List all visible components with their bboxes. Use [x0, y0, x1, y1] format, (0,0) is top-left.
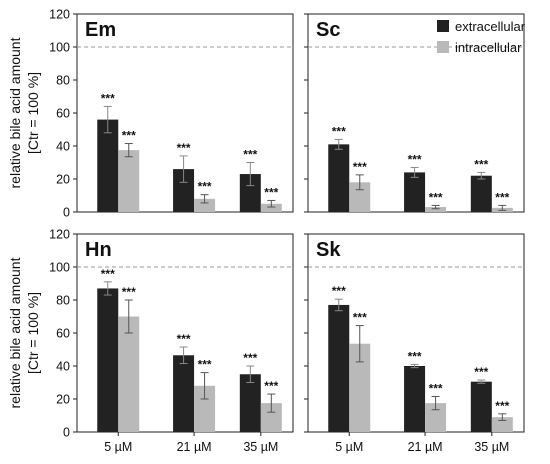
significance-marker: *** — [429, 382, 443, 396]
bar-intracellular — [118, 316, 140, 432]
bar-extracellular — [239, 174, 261, 212]
significance-marker: *** — [101, 267, 115, 281]
significance-marker: *** — [122, 129, 136, 143]
legend-swatch-extracellular — [437, 20, 449, 32]
significance-marker: *** — [429, 190, 443, 204]
bar-extracellular — [328, 144, 350, 212]
significance-marker: *** — [198, 358, 212, 372]
significance-marker: *** — [264, 379, 278, 393]
bar-intracellular — [349, 343, 371, 432]
panel-title: Hn — [85, 239, 112, 261]
y-axis-label-bottom: relative bile acid amount [Ctr = 100 %] — [7, 257, 41, 408]
y-tick-label: 60 — [56, 107, 70, 121]
bar-intracellular — [194, 198, 216, 212]
legend-label-extracellular: extracellular — [455, 19, 526, 34]
x-tick-label: 35 µM — [474, 440, 509, 454]
y-tick-label: 0 — [63, 426, 70, 440]
bar-intracellular — [260, 403, 282, 432]
y-axis-label-top: relative bile acid amount [Ctr = 100 %] — [7, 37, 41, 188]
significance-marker: *** — [177, 141, 191, 155]
legend-label-intracellular: intracellular — [455, 40, 522, 55]
y-tick-label: 80 — [56, 294, 70, 308]
significance-marker: *** — [332, 284, 346, 298]
y-axis-label-line1: relative bile acid amount — [7, 257, 23, 408]
y-axis-label: relative bile acid amount [Ctr = 100 %] — [7, 37, 41, 188]
y-tick-label: 100 — [49, 261, 70, 275]
x-tick-label: 21 µM — [408, 440, 443, 454]
y-tick-label: 100 — [49, 41, 70, 55]
significance-marker: *** — [177, 332, 191, 346]
chart-panels: 0 20 40 60 80 100 120 Em *** *** *** *** *** *** Sc ***… — [49, 8, 525, 454]
x-tick-label: 5 µM — [335, 440, 363, 454]
significance-marker: *** — [332, 124, 346, 138]
y-axis-label-line2: [Ctr = 100 %] — [25, 72, 41, 154]
significance-marker: *** — [408, 152, 422, 166]
y-tick-label: 120 — [49, 8, 70, 22]
significance-marker: *** — [122, 285, 136, 299]
panel-em: 0 20 40 60 80 100 120 Em *** *** *** *** *** *** — [49, 8, 294, 220]
panel-title: Sk — [316, 239, 341, 261]
significance-marker: *** — [474, 157, 488, 171]
y-tick-label: 80 — [56, 74, 70, 88]
y-tick-label: 20 — [56, 173, 70, 187]
bar-extracellular — [404, 366, 426, 432]
panel-title: Sc — [316, 19, 340, 41]
significance-marker: *** — [474, 365, 488, 379]
legend-swatch-intracellular — [437, 41, 449, 53]
bar-extracellular — [173, 355, 195, 432]
bar-intracellular — [425, 403, 447, 432]
bar-intracellular — [118, 150, 140, 212]
panel-sk: 5 µM 21 µM 35 µM Sk *** *** *** *** *** *** — [304, 233, 525, 454]
bar-extracellular — [97, 288, 119, 432]
significance-marker: *** — [198, 180, 212, 194]
y-tick-label: 60 — [56, 327, 70, 341]
bar-extracellular — [328, 304, 350, 432]
significance-marker: *** — [353, 160, 367, 174]
x-tick-label: 35 µM — [243, 440, 278, 454]
x-tick-label: 5 µM — [104, 440, 132, 454]
bar-intracellular — [425, 207, 447, 212]
significance-marker: *** — [408, 349, 422, 363]
bar-extracellular — [470, 175, 492, 212]
panel-sc: Sc *** *** *** *** *** *** — [304, 13, 525, 213]
y-tick-label: 40 — [56, 140, 70, 154]
significance-marker: *** — [101, 91, 115, 105]
y-axis-label-line2: [Ctr = 100 %] — [25, 292, 41, 374]
y-tick-label: 120 — [49, 228, 70, 242]
bar-extracellular — [404, 172, 426, 212]
bar-intracellular — [260, 203, 282, 212]
significance-marker: *** — [495, 190, 509, 204]
y-axis-label-line1: relative bile acid amount — [7, 37, 23, 188]
bar-intracellular — [349, 182, 371, 212]
bar-extracellular — [239, 374, 261, 432]
y-axis-label: relative bile acid amount [Ctr = 100 %] — [7, 257, 41, 408]
y-tick-label: 40 — [56, 360, 70, 374]
panel-title: Em — [85, 19, 116, 41]
y-tick-label: 20 — [56, 393, 70, 407]
significance-marker: *** — [264, 185, 278, 199]
significance-marker: *** — [243, 148, 257, 162]
y-tick-label: 0 — [63, 206, 70, 220]
bar-extracellular — [470, 381, 492, 432]
significance-marker: *** — [495, 399, 509, 413]
bar-extracellular — [97, 119, 119, 212]
significance-marker: *** — [243, 351, 257, 365]
bar-intracellular — [491, 417, 513, 432]
bar-extracellular — [173, 169, 195, 212]
significance-marker: *** — [353, 311, 367, 325]
x-tick-label: 21 µM — [177, 440, 212, 454]
legend: extracellular intracellular — [437, 19, 526, 55]
bar-intracellular — [194, 385, 216, 432]
panel-hn: 0 20 40 60 80 100 120 5 µM 21 µM 35 µM Hn *** *** ***… — [49, 228, 294, 454]
